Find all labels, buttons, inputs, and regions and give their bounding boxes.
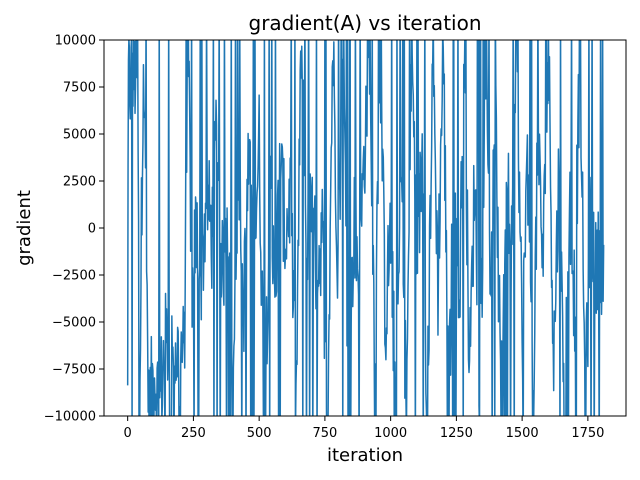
- chart-title: gradient(A) vs iteration: [249, 11, 482, 35]
- y-tick-label: 7500: [63, 81, 96, 96]
- y-axis-label: gradient: [14, 190, 35, 266]
- x-axis-label: iteration: [327, 445, 403, 466]
- y-tick-label: 0: [88, 222, 96, 237]
- y-tick-label: −7500: [52, 363, 96, 378]
- x-axis: 0 250 500 750 1000 1250 1500 1750: [124, 416, 604, 441]
- series-line: [126, 40, 605, 416]
- y-tick-label: −5000: [52, 316, 96, 331]
- y-axis: −10000 −7500 −5000 −2500 0 2500 5000 7500 10000: [44, 34, 104, 425]
- y-tick-label: 10000: [55, 34, 96, 49]
- y-tick-label: −10000: [44, 410, 96, 425]
- x-tick-label: 1000: [374, 426, 407, 441]
- y-tick-label: 2500: [63, 175, 96, 190]
- x-tick-label: 1250: [440, 426, 473, 441]
- x-tick-label: 0: [124, 426, 132, 441]
- x-tick-label: 750: [312, 426, 337, 441]
- x-tick-label: 1500: [506, 426, 539, 441]
- x-tick-label: 1750: [571, 426, 604, 441]
- y-tick-label: 5000: [63, 128, 96, 143]
- x-tick-label: 250: [181, 426, 206, 441]
- y-tick-label: −2500: [52, 269, 96, 284]
- x-tick-label: 500: [247, 426, 272, 441]
- series-layer: [126, 40, 605, 416]
